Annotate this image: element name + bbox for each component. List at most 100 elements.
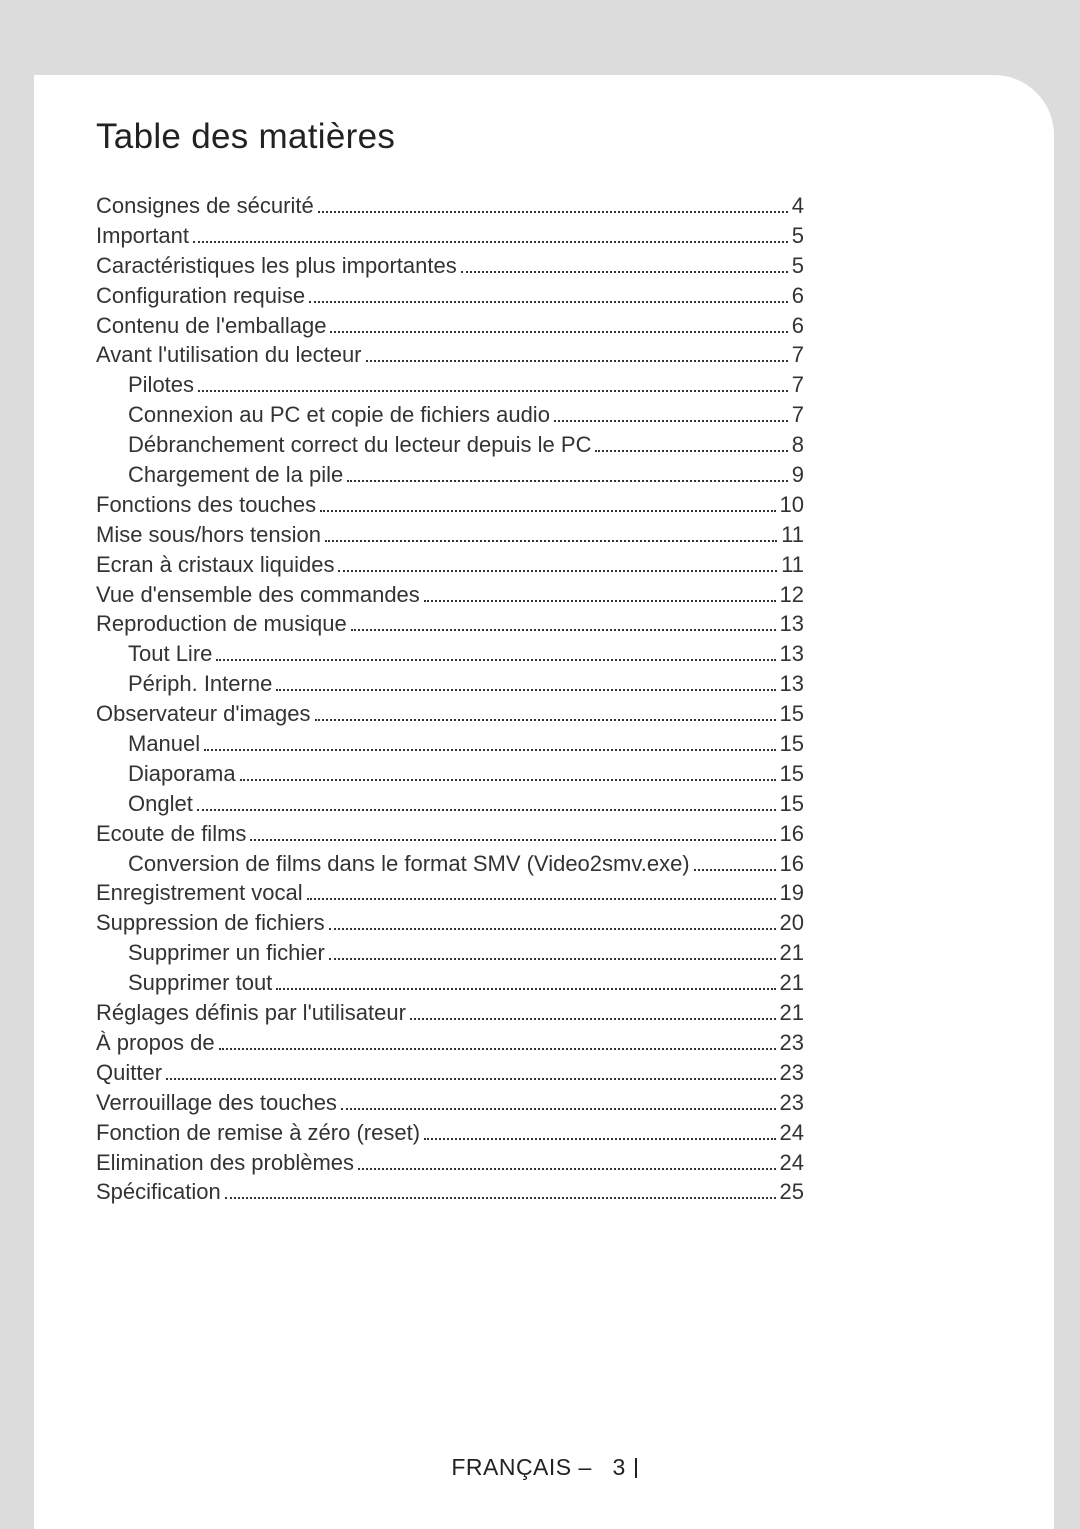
- toc-leader-dots: [225, 1197, 776, 1199]
- toc-leader-dots: [318, 211, 788, 213]
- toc-leader-dots: [219, 1048, 776, 1050]
- toc-entry: Suppression de fichiers 20: [96, 910, 804, 936]
- toc-entry: Réglages définis par l'utilisateur 21: [96, 1000, 804, 1026]
- footer-separator: –: [579, 1454, 592, 1480]
- toc-entry: Ecran à cristaux liquides 11: [96, 552, 804, 578]
- toc-entry: Conversion de films dans le format SMV (…: [96, 851, 804, 877]
- toc-entry-title: Conversion de films dans le format SMV (…: [128, 851, 690, 877]
- toc-leader-dots: [166, 1078, 775, 1080]
- toc-entry-title: Débranchement correct du lecteur depuis …: [128, 432, 591, 458]
- toc-entry: Onglet15: [96, 791, 804, 817]
- toc-entry-page: 4: [792, 193, 804, 219]
- toc-entry-page: 19: [780, 880, 804, 906]
- toc-entry-title: Observateur d'images: [96, 701, 311, 727]
- toc-entry-title: Quitter: [96, 1060, 162, 1086]
- toc-entry: Chargement de la pile 9: [96, 462, 804, 488]
- toc-entry-title: Supprimer un fichier: [128, 940, 325, 966]
- toc-entry-page: 16: [780, 821, 804, 847]
- toc-entry-page: 8: [792, 432, 804, 458]
- toc-entry-page: 21: [780, 970, 804, 996]
- toc-entry-page: 23: [780, 1090, 804, 1116]
- toc-entry-page: 9: [792, 462, 804, 488]
- toc-entry-title: Ecoute de films: [96, 821, 246, 847]
- toc-leader-dots: [197, 809, 776, 811]
- toc-entry-page: 12: [780, 582, 804, 608]
- toc-entry: Caractéristiques les plus importantes5: [96, 253, 804, 279]
- toc-entry: Elimination des problèmes24: [96, 1150, 804, 1176]
- toc-entry: Fonction de remise à zéro (reset) 24: [96, 1120, 804, 1146]
- toc-entry: Fonctions des touches10: [96, 492, 804, 518]
- toc-leader-dots: [347, 480, 788, 482]
- toc-entry-title: Ecran à cristaux liquides: [96, 552, 334, 578]
- toc-leader-dots: [329, 928, 776, 930]
- toc-entry-page: 25: [780, 1179, 804, 1205]
- toc-entry-title: Vue d'ensemble des commandes: [96, 582, 420, 608]
- toc-entry: Supprimer un fichier 21: [96, 940, 804, 966]
- toc-entry-page: 23: [780, 1060, 804, 1086]
- toc-entry-page: 7: [792, 342, 804, 368]
- toc-entry-page: 21: [780, 940, 804, 966]
- toc-entry: À propos de23: [96, 1030, 804, 1056]
- content-area: Table des matières Consignes de sécurité…: [34, 75, 1054, 1206]
- footer-language: FRANÇAIS: [451, 1454, 571, 1480]
- toc-entry-title: Important: [96, 223, 189, 249]
- toc-leader-dots: [307, 898, 776, 900]
- toc-entry: Avant l'utilisation du lecteur7: [96, 342, 804, 368]
- toc-entry-page: 13: [780, 641, 804, 667]
- document-page: Table des matières Consignes de sécurité…: [34, 75, 1054, 1529]
- toc-entry-page: 13: [780, 671, 804, 697]
- toc-entry-title: Manuel: [128, 731, 200, 757]
- toc-leader-dots: [276, 988, 775, 990]
- toc-entry-page: 20: [780, 910, 804, 936]
- toc-entry-page: 23: [780, 1030, 804, 1056]
- toc-entry: Tout Lire13: [96, 641, 804, 667]
- toc-entry-title: Réglages définis par l'utilisateur: [96, 1000, 406, 1026]
- toc-entry-page: 10: [780, 492, 804, 518]
- toc-entry: Quitter 23: [96, 1060, 804, 1086]
- toc-entry-page: 24: [780, 1120, 804, 1146]
- toc-entry: Important 5: [96, 223, 804, 249]
- toc-entry-page: 11: [781, 552, 804, 578]
- toc-entry: Pilotes7: [96, 372, 804, 398]
- toc-entry-page: 7: [792, 372, 804, 398]
- toc-entry-title: Reproduction de musique: [96, 611, 347, 637]
- toc-entry: Périph. Interne13: [96, 671, 804, 697]
- toc-entry: Configuration requise6: [96, 283, 804, 309]
- footer-page-number: 3: [612, 1454, 625, 1480]
- toc-leader-dots: [309, 301, 788, 303]
- toc-leader-dots: [694, 869, 776, 871]
- toc-leader-dots: [250, 839, 775, 841]
- toc-entry: Débranchement correct du lecteur depuis …: [96, 432, 804, 458]
- toc-leader-dots: [351, 629, 776, 631]
- toc-entry: Supprimer tout21: [96, 970, 804, 996]
- toc-entry-title: Consignes de sécurité: [96, 193, 314, 219]
- toc-entry-page: 5: [792, 253, 804, 279]
- toc-entry-page: 15: [780, 761, 804, 787]
- toc-leader-dots: [341, 1108, 776, 1110]
- toc-entry-page: 6: [792, 313, 804, 339]
- toc-leader-dots: [198, 390, 788, 392]
- toc-entry-page: 5: [792, 223, 804, 249]
- toc-entry-title: Diaporama: [128, 761, 236, 787]
- toc-leader-dots: [366, 360, 788, 362]
- toc-entry: Spécification25: [96, 1179, 804, 1205]
- toc-entry-page: 24: [780, 1150, 804, 1176]
- toc-entry-page: 21: [780, 1000, 804, 1026]
- toc-entry-page: 11: [781, 522, 804, 548]
- toc-entry-title: Fonction de remise à zéro (reset): [96, 1120, 420, 1146]
- toc-entry: Reproduction de musique13: [96, 611, 804, 637]
- toc-entry-page: 15: [780, 791, 804, 817]
- toc-entry: Contenu de l'emballage6: [96, 313, 804, 339]
- toc-entry-title: Suppression de fichiers: [96, 910, 325, 936]
- toc-entry-page: 16: [780, 851, 804, 877]
- toc-leader-dots: [595, 450, 787, 452]
- toc-entry: Vue d'ensemble des commandes 12: [96, 582, 804, 608]
- toc-entry-title: Chargement de la pile: [128, 462, 343, 488]
- toc-entry-page: 15: [780, 731, 804, 757]
- toc-entry-title: Configuration requise: [96, 283, 305, 309]
- table-of-contents: Consignes de sécurité4Important5Caractér…: [96, 193, 804, 1206]
- toc-leader-dots: [330, 331, 787, 333]
- toc-entry: Verrouillage des touches23: [96, 1090, 804, 1116]
- toc-entry-title: Mise sous/hors tension: [96, 522, 321, 548]
- toc-leader-dots: [325, 540, 777, 542]
